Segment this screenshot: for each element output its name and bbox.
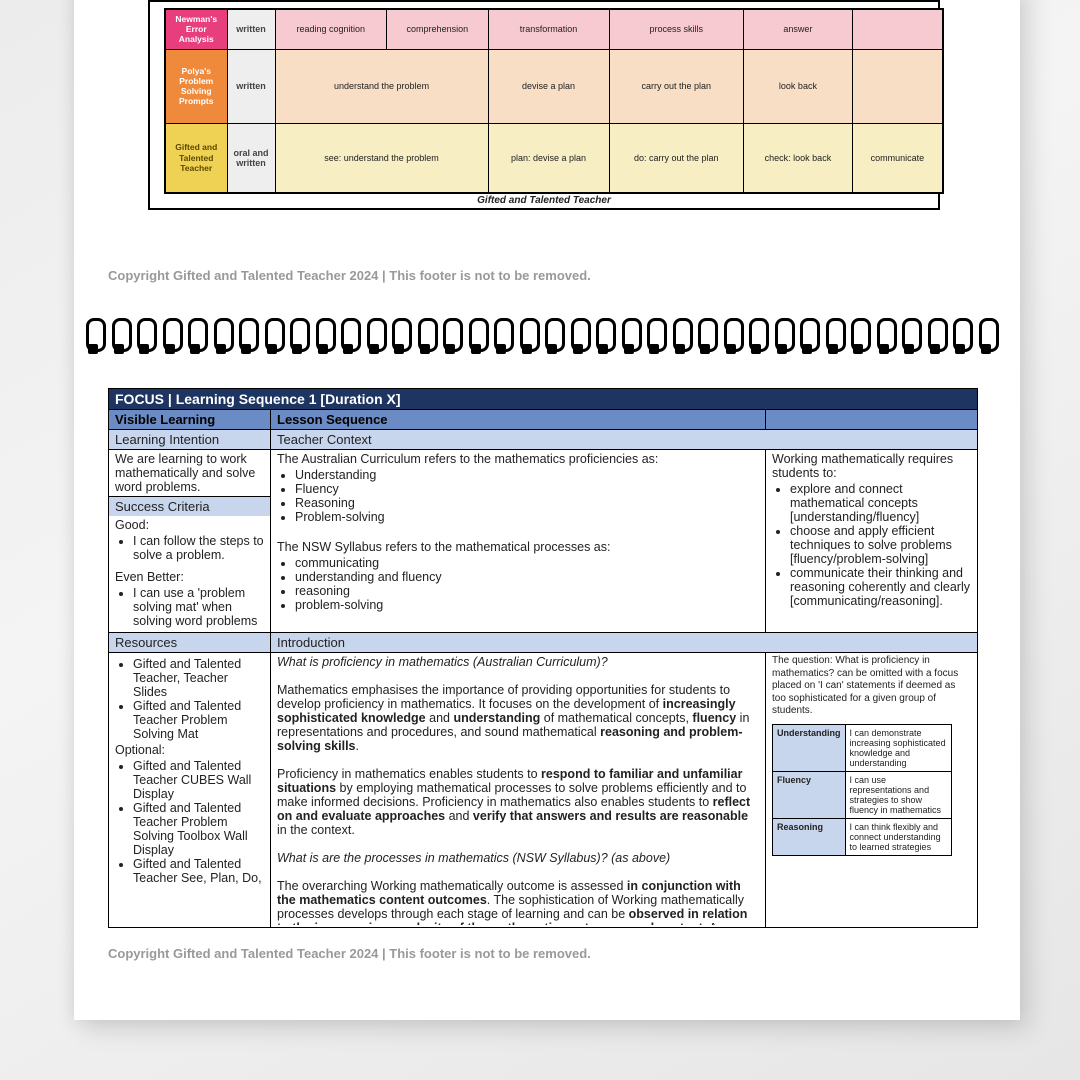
curve-caption: Gifted and Talented Teacher (477, 195, 611, 206)
cell-resources: Gifted and Talented Teacher, Teacher Sli… (109, 653, 271, 928)
cell-wm: Working mathematically requires students… (766, 450, 978, 633)
sub-teacher-context: Teacher Context (271, 430, 978, 450)
wm-lead: Working mathematically requires students… (772, 452, 953, 480)
optional-list: Gifted and Talented Teacher CUBES Wall D… (133, 759, 264, 885)
mini-proficiency-table: UnderstandingI can demonstrate increasin… (772, 724, 952, 856)
hdr-blank (766, 410, 978, 430)
comparison-wrapper: Newman's Error Analysiswrittenreading co… (148, 0, 940, 210)
even-list: I can use a 'problem solving mat' when s… (133, 586, 264, 628)
good-label: Good: (115, 518, 149, 532)
intro-q: What is proficiency in mathematics (Aust… (277, 655, 608, 669)
cell-intro: What is proficiency in mathematics (Aust… (271, 653, 766, 928)
sidenote: The question: What is proficiency in mat… (772, 655, 971, 718)
spiral-binding (82, 314, 1012, 358)
hdr-visible: Visible Learning (109, 410, 271, 430)
tc-line2: The NSW Syllabus refers to the mathemati… (277, 540, 610, 554)
sub-introduction: Introduction (271, 633, 978, 653)
cell-tc: The Australian Curriculum refers to the … (271, 450, 766, 633)
sub-success-criteria: Success Criteria (109, 496, 270, 516)
resources-list: Gifted and Talented Teacher, Teacher Sli… (133, 657, 264, 741)
cell-sidenote: The question: What is proficiency in mat… (766, 653, 978, 928)
tc-line1: The Australian Curriculum refers to the … (277, 452, 658, 466)
intro-q2: What is are the processes in mathematics… (277, 851, 670, 865)
lesson-plan-table: FOCUS | Learning Sequence 1 [Duration X]… (108, 388, 978, 928)
tc-list1: UnderstandingFluencyReasoningProblem-sol… (295, 468, 759, 524)
sub-learning-intention: Learning Intention (109, 430, 271, 450)
optional-label: Optional: (115, 743, 165, 757)
sub-resources: Resources (109, 633, 271, 653)
hdr-lesson: Lesson Sequence (271, 410, 766, 430)
footer-text-1: Copyright Gifted and Talented Teacher 20… (108, 268, 591, 283)
wm-list: explore and connect mathematical concept… (790, 482, 971, 608)
tc-list2: communicatingunderstanding and fluencyre… (295, 556, 759, 612)
cell-li-sc: We are learning to work mathematically a… (109, 450, 271, 633)
focus-header: FOCUS | Learning Sequence 1 [Duration X] (109, 389, 978, 410)
even-label: Even Better: (115, 570, 184, 584)
page-top: Newman's Error Analysiswrittenreading co… (108, 0, 978, 210)
comparison-table: Newman's Error Analysiswrittenreading co… (164, 8, 944, 194)
page-bottom: FOCUS | Learning Sequence 1 [Duration X]… (108, 388, 978, 928)
good-list: I can follow the steps to solve a proble… (133, 534, 264, 562)
footer-text-2: Copyright Gifted and Talented Teacher 20… (108, 946, 591, 961)
li-text: We are learning to work mathematically a… (109, 450, 270, 496)
